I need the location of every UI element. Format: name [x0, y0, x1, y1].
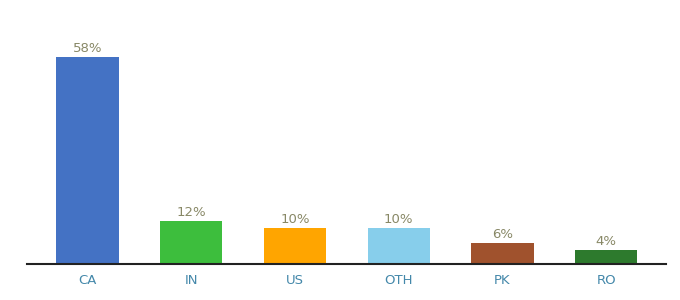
Bar	[368, 228, 430, 264]
Bar	[471, 243, 534, 264]
Text: 10%: 10%	[280, 214, 309, 226]
Text: 4%: 4%	[596, 235, 617, 248]
Bar	[160, 221, 222, 264]
Bar	[56, 57, 118, 264]
Text: 6%: 6%	[492, 228, 513, 241]
Bar	[575, 250, 637, 264]
Text: 10%: 10%	[384, 214, 413, 226]
Text: 12%: 12%	[176, 206, 206, 219]
Bar	[264, 228, 326, 264]
Text: 58%: 58%	[73, 42, 102, 55]
